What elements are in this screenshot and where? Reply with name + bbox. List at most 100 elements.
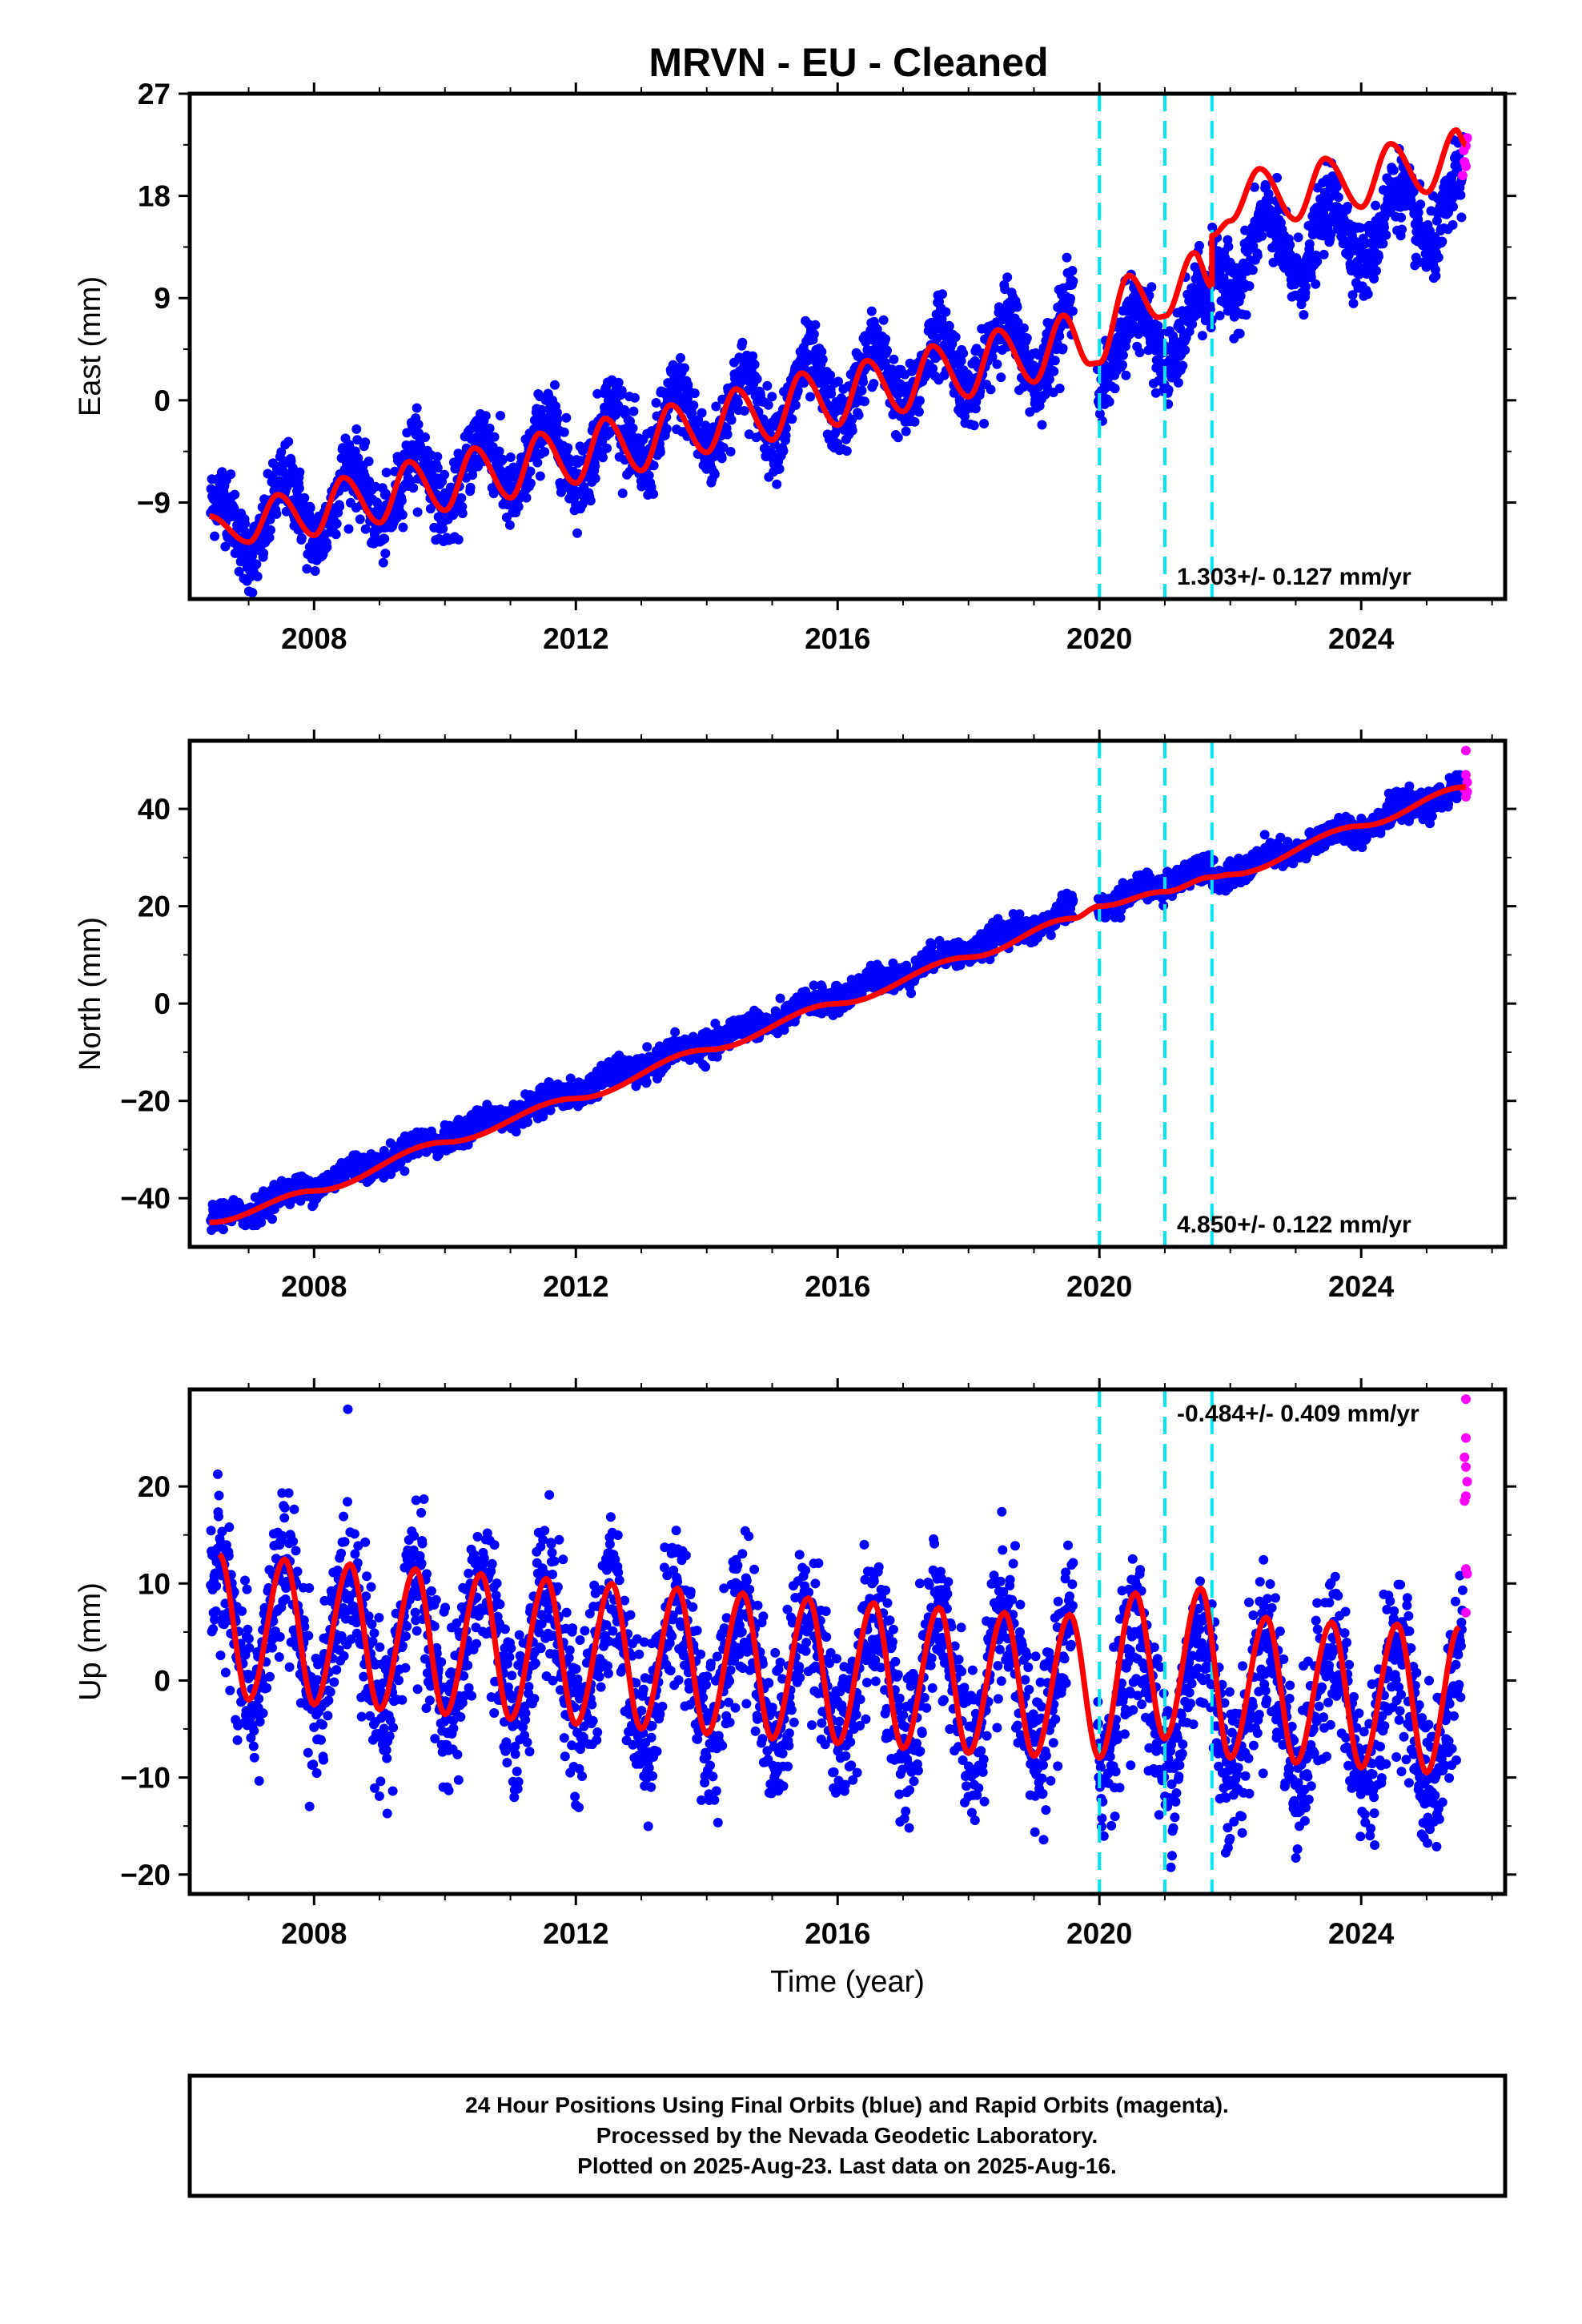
final-orbit-point <box>810 320 821 330</box>
final-orbit-point <box>556 487 566 497</box>
final-orbit-point <box>540 447 550 457</box>
final-orbit-point <box>226 469 236 480</box>
final-orbit-point <box>651 398 661 408</box>
final-orbit-point <box>737 337 748 348</box>
final-orbit-point <box>1374 251 1383 262</box>
final-orbit-point <box>535 471 545 481</box>
final-orbit-point <box>230 489 240 500</box>
final-orbit-point <box>1134 348 1145 358</box>
final-orbit-point <box>488 489 499 499</box>
final-orbit-point <box>969 420 979 431</box>
final-orbit-point <box>1235 328 1245 339</box>
final-orbit-point <box>775 993 785 1003</box>
final-orbit-point <box>465 482 476 493</box>
final-orbit-point <box>748 351 758 361</box>
final-orbit-point <box>398 522 408 533</box>
final-orbit-point <box>1110 384 1120 394</box>
final-orbit-point <box>360 524 371 534</box>
final-orbit-point <box>572 528 582 538</box>
final-orbit-point <box>563 443 573 453</box>
final-orbit-point <box>1247 265 1258 275</box>
final-orbit-point <box>628 406 639 416</box>
final-orbit-point <box>1300 282 1311 292</box>
final-orbit-point <box>872 324 882 335</box>
east-y-axis-label: East (mm) <box>74 276 107 416</box>
final-orbit-point <box>1178 360 1188 371</box>
final-orbit-point <box>220 541 231 552</box>
final-orbit-point <box>331 529 341 540</box>
final-orbit-point <box>1371 266 1381 276</box>
final-orbit-point <box>642 1042 652 1052</box>
final-orbit-point <box>787 414 797 424</box>
final-orbit-point <box>1050 356 1060 366</box>
final-orbit-point <box>381 468 391 477</box>
final-orbit-point <box>412 507 423 517</box>
final-orbit-point <box>536 404 547 415</box>
y-tick-label: 0 <box>154 384 171 417</box>
final-orbit-point <box>302 564 312 574</box>
final-orbit-point <box>310 566 320 576</box>
final-orbit-point <box>913 407 924 417</box>
final-orbit-point <box>470 454 480 464</box>
final-orbit-point <box>701 420 711 431</box>
final-orbit-point <box>809 329 819 340</box>
final-orbit-point <box>893 432 903 443</box>
final-orbit-point <box>1002 272 1013 283</box>
final-orbit-point <box>521 493 532 503</box>
final-orbit-point <box>379 533 390 544</box>
final-orbit-point <box>1331 182 1342 192</box>
final-orbit-point <box>774 464 785 474</box>
final-orbit-point <box>1431 271 1441 281</box>
final-orbit-point <box>1022 333 1032 344</box>
final-orbit-point <box>628 423 638 433</box>
final-orbit-point <box>992 359 1002 369</box>
final-orbit-point <box>602 443 612 453</box>
final-orbit-point <box>259 548 269 558</box>
final-orbit-point <box>396 496 407 506</box>
final-orbit-point <box>641 1077 652 1088</box>
final-orbit-point <box>718 442 729 452</box>
final-orbit-point <box>1067 266 1078 275</box>
final-orbit-point <box>744 429 754 440</box>
final-orbit-point <box>739 406 749 416</box>
final-orbit-point <box>1044 374 1054 384</box>
final-orbit-point <box>331 518 342 529</box>
final-orbit-point <box>680 363 689 373</box>
final-orbit-point <box>825 370 836 380</box>
final-orbit-point <box>1215 311 1225 321</box>
final-orbit-point <box>629 392 640 403</box>
final-orbit-point <box>1388 165 1399 175</box>
final-orbit-point <box>790 400 801 410</box>
final-orbit-point <box>489 432 500 442</box>
final-orbit-point <box>360 437 371 448</box>
final-orbit-point <box>1195 240 1204 251</box>
final-orbit-point <box>1146 282 1157 292</box>
final-orbit-point <box>598 452 608 463</box>
final-orbit-point <box>400 1166 410 1176</box>
final-orbit-point <box>1121 370 1131 380</box>
final-orbit-point <box>687 408 697 419</box>
final-orbit-point <box>504 520 515 530</box>
final-orbit-point <box>847 425 857 436</box>
final-orbit-point <box>781 430 791 440</box>
final-orbit-point <box>252 571 263 581</box>
final-orbit-point <box>523 1117 532 1128</box>
final-orbit-point <box>648 460 659 471</box>
rapid-orbit-point <box>1457 171 1468 181</box>
final-orbit-point <box>914 396 925 406</box>
final-orbit-point <box>559 427 569 437</box>
final-orbit-point <box>511 1127 521 1137</box>
final-orbit-point <box>397 509 408 520</box>
final-orbit-point <box>218 1224 228 1235</box>
final-orbit-point <box>772 479 782 489</box>
final-orbit-point <box>1054 384 1065 393</box>
final-orbit-point <box>453 534 464 545</box>
final-orbit-point <box>749 360 760 370</box>
final-orbit-point <box>644 470 654 480</box>
final-orbit-point <box>1348 298 1359 308</box>
final-orbit-point <box>866 306 877 316</box>
final-orbit-point <box>958 348 969 359</box>
chart-title: MRVN - EU - Cleaned <box>648 40 1048 85</box>
final-orbit-point <box>661 424 672 434</box>
